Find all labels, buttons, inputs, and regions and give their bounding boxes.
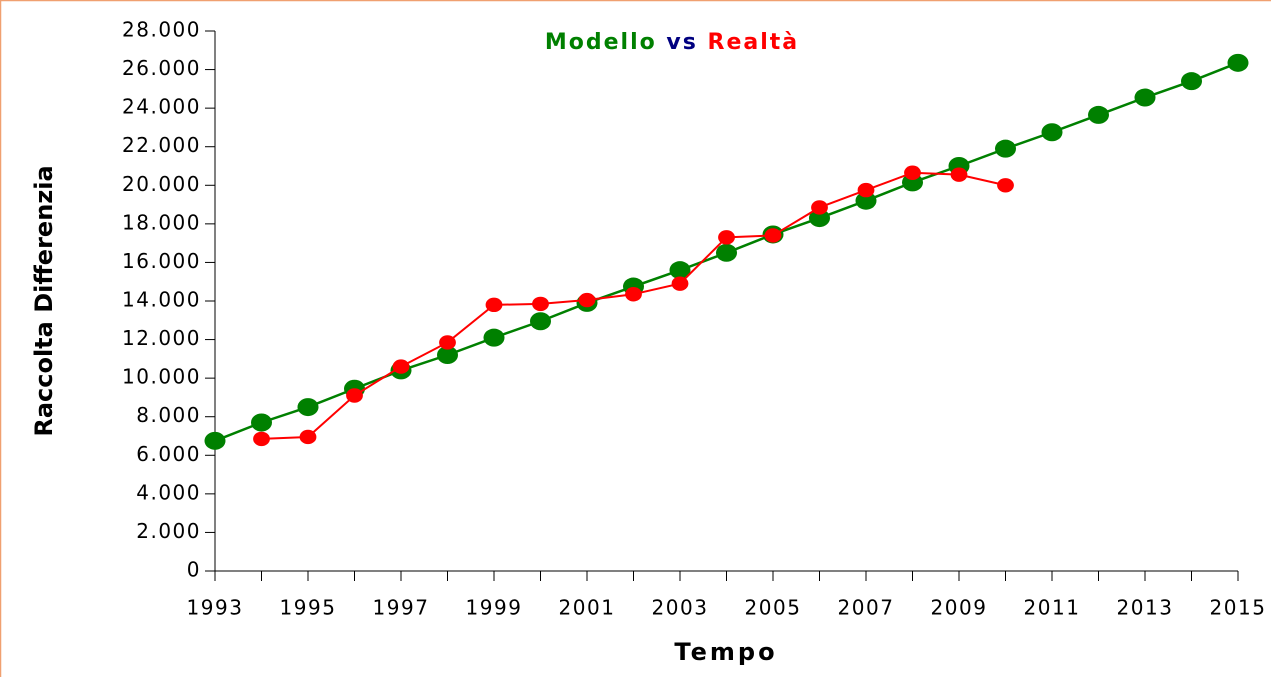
x-tick-label: 2001 (559, 596, 616, 620)
data-point (532, 296, 549, 312)
data-point (204, 431, 226, 450)
x-tick-label: 1995 (280, 596, 337, 620)
y-tick-label: 6.000 (136, 442, 201, 466)
data-point (855, 191, 877, 210)
x-tick-label: 1999 (466, 596, 523, 620)
x-tick-label: 1993 (187, 596, 244, 620)
data-point (251, 413, 272, 432)
y-tick-label: 8.000 (136, 403, 201, 427)
data-point (1088, 105, 1109, 124)
x-tick-label: 2015 (1210, 596, 1267, 620)
y-tick-label: 14.000 (122, 288, 201, 312)
y-tick-label: 12.000 (122, 326, 201, 350)
x-tick-label: 2013 (1117, 596, 1174, 620)
y-tick-label: 18.000 (122, 210, 201, 234)
data-point (439, 335, 456, 350)
data-point (904, 165, 921, 180)
y-tick-label: 4.000 (136, 480, 201, 504)
x-tick-label: 2003 (652, 596, 709, 620)
title-part: Realtà (708, 30, 800, 55)
title-part: Modello (545, 30, 657, 55)
data-point (483, 328, 505, 347)
y-axis-title: Raccolta Differenzia (30, 165, 58, 436)
y-tick-label: 0 (187, 558, 201, 582)
x-axis-title: Tempo (674, 638, 777, 666)
y-tick-label: 2.000 (136, 519, 201, 543)
data-point (1227, 53, 1249, 72)
data-point (811, 200, 828, 215)
data-point (718, 230, 735, 245)
data-point (857, 182, 875, 198)
y-tick-label: 24.000 (122, 95, 201, 119)
chart-title: Modello vs Realtà (545, 30, 799, 55)
data-point (995, 139, 1016, 158)
x-tick-label: 1997 (373, 596, 430, 620)
data-point (669, 261, 691, 280)
data-point (950, 167, 968, 182)
y-tick-label: 26.000 (122, 56, 201, 80)
data-point (764, 228, 782, 243)
y-tick-label: 20.000 (122, 172, 201, 196)
data-point (297, 398, 319, 417)
data-point (437, 346, 458, 364)
y-tick-label: 16.000 (122, 249, 201, 273)
data-point (671, 276, 689, 291)
data-point (809, 209, 830, 228)
x-tick-label: 2009 (931, 596, 988, 620)
y-tick-label: 10.000 (122, 365, 201, 389)
title-part: vs (666, 30, 697, 55)
data-point (1181, 72, 1202, 91)
series-line (261, 171, 1006, 440)
x-tick-label: 2007 (838, 596, 895, 620)
data-point (578, 292, 596, 308)
data-point (299, 429, 317, 445)
data-point (346, 388, 363, 403)
x-tick-label: 2005 (745, 596, 802, 620)
data-point (530, 312, 551, 331)
data-point (716, 243, 737, 262)
x-tick-label: 2011 (1024, 596, 1081, 620)
data-point (392, 359, 410, 374)
data-point (625, 287, 642, 302)
y-tick-label: 28.000 (122, 18, 201, 42)
data-point (253, 431, 270, 447)
data-point (485, 297, 503, 313)
data-point (1134, 88, 1156, 107)
data-point (1041, 123, 1063, 142)
data-point (997, 178, 1014, 193)
y-tick-label: 22.000 (122, 133, 201, 157)
